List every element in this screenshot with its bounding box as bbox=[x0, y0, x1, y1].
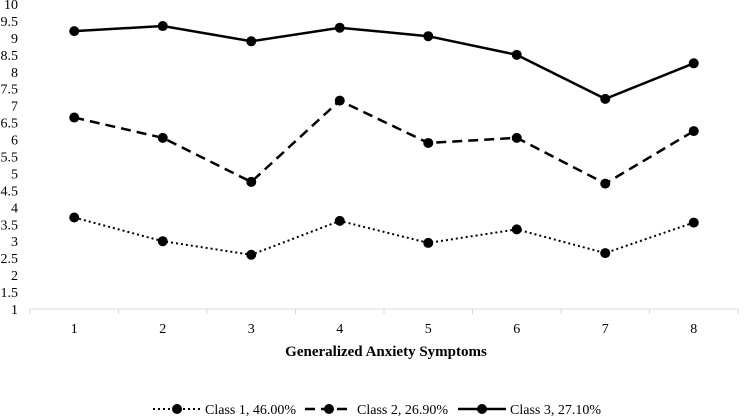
y-tick-label: 5.5 bbox=[1, 151, 19, 166]
legend-item: Class 3, 27.10% bbox=[458, 403, 601, 417]
data-point bbox=[423, 31, 434, 42]
legend-label: Class 1, 46.00% bbox=[205, 403, 296, 417]
legend-item: Class 1, 46.00% bbox=[153, 403, 296, 417]
data-point bbox=[69, 26, 80, 37]
data-point bbox=[600, 248, 611, 259]
data-point bbox=[157, 236, 168, 247]
y-tick-label: 1.5 bbox=[1, 286, 19, 301]
legend-marker bbox=[324, 404, 334, 414]
y-tick-label: 6.5 bbox=[1, 117, 19, 132]
series-line bbox=[73, 99, 695, 186]
x-tick-label: 6 bbox=[513, 322, 520, 337]
data-point bbox=[69, 212, 80, 223]
x-axis-title: Generalized Anxiety Symptoms bbox=[285, 344, 487, 360]
data-point bbox=[511, 132, 522, 143]
y-tick-label: 4 bbox=[11, 201, 18, 216]
legend-label: Class 3, 27.10% bbox=[510, 403, 601, 417]
y-tick-label: 3 bbox=[11, 235, 18, 250]
series-1 bbox=[69, 212, 699, 260]
y-tick-label: 9.5 bbox=[1, 15, 19, 30]
data-point bbox=[334, 22, 345, 33]
data-point bbox=[334, 95, 345, 106]
series-2 bbox=[69, 95, 699, 189]
legend-marker bbox=[172, 404, 182, 414]
y-tick-label: 2 bbox=[11, 269, 18, 284]
data-point bbox=[688, 126, 699, 137]
y-tick-label: 10 bbox=[4, 0, 18, 13]
data-point bbox=[246, 36, 257, 47]
series-layer bbox=[69, 21, 699, 260]
y-tick-label: 8.5 bbox=[1, 49, 19, 64]
data-point bbox=[688, 58, 699, 69]
series-3 bbox=[69, 21, 699, 104]
y-tick-label: 5 bbox=[11, 167, 18, 182]
y-axis-ticks: 1 1.5 2 2.5 3 3.5 4 4.5 55.5 6 6.5 7 7.5 8 8.5 9 9.5 10 bbox=[1, 0, 19, 318]
legend-marker bbox=[477, 404, 487, 414]
data-point bbox=[423, 237, 434, 248]
y-tick-label: 7 bbox=[11, 100, 18, 115]
x-tick-label: 2 bbox=[159, 322, 166, 337]
data-point bbox=[157, 21, 168, 32]
x-tick-label: 3 bbox=[248, 322, 255, 337]
x-tick-label: 8 bbox=[690, 322, 697, 337]
x-tick-label: 1 bbox=[71, 322, 78, 337]
series-line bbox=[74, 24, 695, 101]
y-tick-label: 1 bbox=[11, 303, 18, 318]
legend-item: Class 2, 26.90% bbox=[305, 403, 448, 417]
y-tick-label: 9 bbox=[11, 32, 18, 47]
x-tick-label: 4 bbox=[336, 322, 343, 337]
x-axis-ticks: 1 2 3 4 5 6 7 8 bbox=[29, 309, 739, 337]
y-tick-label: 7.5 bbox=[1, 83, 19, 98]
data-point bbox=[69, 112, 80, 123]
y-tick-label: 3.5 bbox=[1, 218, 19, 233]
y-tick-label: 6 bbox=[11, 134, 18, 149]
legend-label: Class 2, 26.90% bbox=[357, 403, 448, 417]
data-point bbox=[688, 217, 699, 228]
legend: Class 1, 46.00% Class 2, 26.90% Class 3, 2… bbox=[153, 403, 601, 417]
data-point bbox=[423, 137, 434, 148]
data-point bbox=[334, 215, 345, 226]
y-tick-label: 4.5 bbox=[1, 184, 19, 199]
y-tick-label: 8 bbox=[11, 66, 18, 81]
data-point bbox=[511, 49, 522, 60]
data-point bbox=[511, 224, 522, 235]
data-point bbox=[246, 176, 257, 187]
series-line bbox=[73, 216, 695, 256]
data-point bbox=[157, 132, 168, 143]
data-point bbox=[246, 249, 257, 260]
y-tick-label: 2.5 bbox=[1, 252, 19, 267]
x-tick-label: 5 bbox=[425, 322, 432, 337]
data-point bbox=[600, 178, 611, 189]
x-tick-label: 7 bbox=[602, 322, 609, 337]
data-point bbox=[600, 93, 611, 104]
